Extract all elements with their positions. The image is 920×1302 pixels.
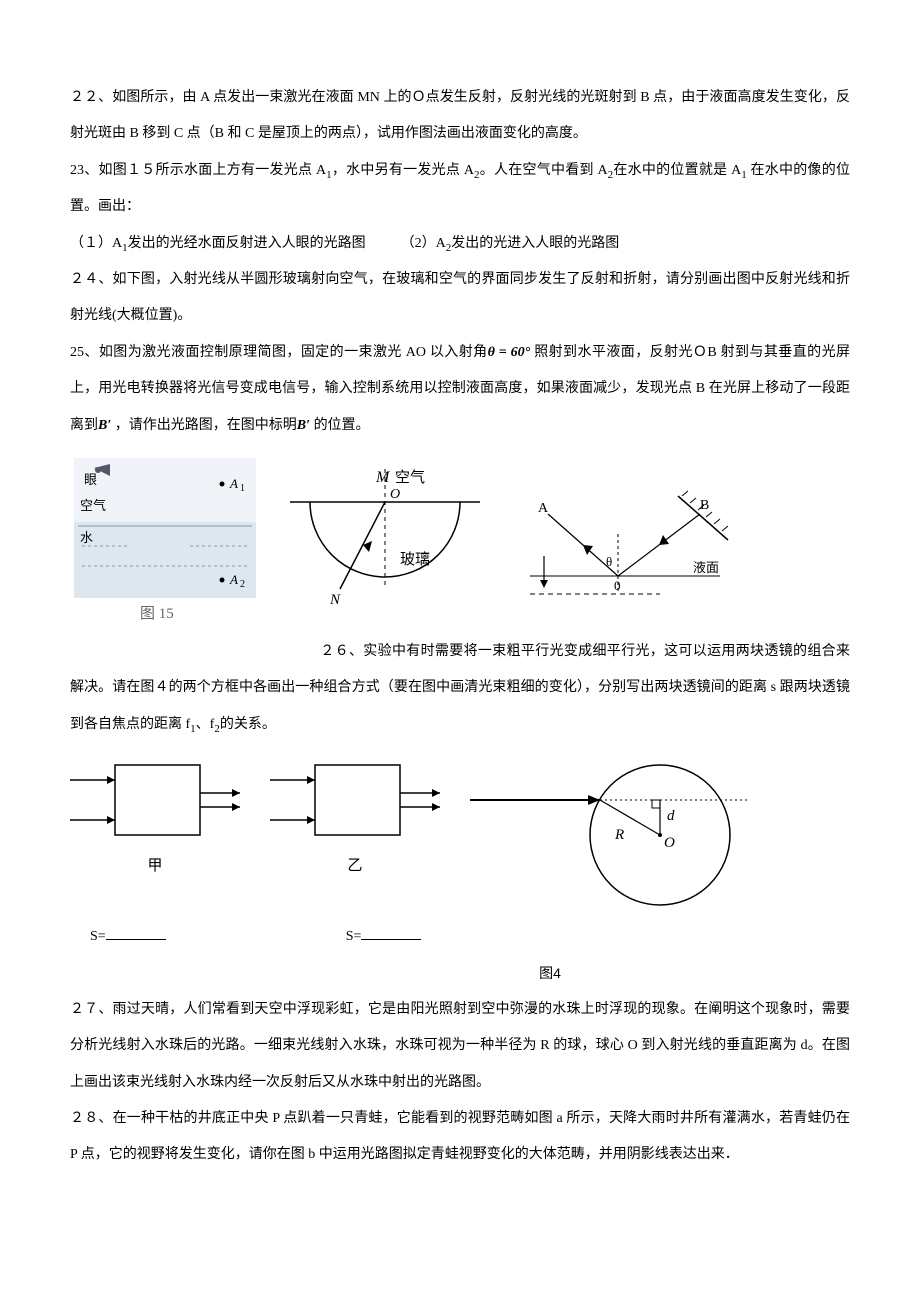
air-label: 空气 (80, 498, 106, 513)
q23-1: （１）A (70, 236, 122, 251)
o-label: O (664, 835, 675, 851)
m-label: M (375, 469, 391, 486)
q23-2: （2）A (401, 236, 446, 251)
q25a: 25、如图为激光液面控制原理简图，固定的一束激光 AO 以入射角 (70, 345, 488, 360)
q23-2b: 发出的光进入人眼的光路图 (451, 236, 619, 251)
lens-jia: 甲 (70, 755, 240, 886)
a2-label: A (229, 572, 238, 587)
liquid-label: 液面 (693, 560, 719, 575)
blank-yi (361, 939, 421, 940)
a-label: A (538, 501, 549, 516)
theta-label: θ (606, 554, 612, 569)
question-27: ２７、雨过天晴，人们常看到天空中浮现彩虹，它是由阳光照射到空中弥漫的水珠上时浮现… (70, 992, 850, 1101)
question-23: 23、如图１５所示水面上方有一发光点 A1，水中另有一发光点 A2。人在空气中看… (70, 153, 850, 226)
q26a: ２６、实验中有时需要将一束粗平行光变成细平行光，这可以运用两块透镜的组合来解决。… (70, 644, 850, 732)
fig15-caption: 图 15 (140, 605, 174, 622)
lens-yi: 乙 (270, 755, 440, 886)
q25c: ，请作出光路图，在图中标明 (111, 418, 297, 433)
figure-laser: 液面 A B (510, 484, 740, 624)
svg-text:2: 2 (240, 579, 245, 590)
figure-row-2: 甲 乙 d (70, 755, 850, 915)
question-26: ２６、实验中有时需要将一束粗平行光变成细平行光，这可以运用两块透镜的组合来解决。… (70, 634, 850, 743)
s-equals-row: S= S= (90, 919, 850, 955)
svg-text:1: 1 (240, 483, 245, 494)
yi-label: 乙 (347, 847, 362, 886)
o-label: O (390, 487, 400, 502)
r-label: R (614, 827, 624, 843)
figure-glass: M O N 空气 玻璃 (280, 464, 490, 624)
q26c: 的关系。 (220, 717, 276, 732)
question-28: ２８、在一种干枯的井底正中央 P 点趴着一只青蛙，它能看到的视野范畴如图 a 所… (70, 1101, 850, 1174)
d-label: d (667, 808, 675, 824)
n-label: N (329, 592, 341, 608)
eye-label: 眼 (84, 472, 97, 487)
o-label: 0 (614, 578, 621, 593)
s-jia: S= (90, 929, 106, 944)
a1-label: A (229, 476, 238, 491)
q23-text: 在水中的位置就是 A (613, 163, 741, 178)
blank-jia (106, 939, 166, 940)
b-prime-2: B′ (297, 418, 310, 433)
s-yi: S= (346, 929, 362, 944)
figure-15: 眼 空气 水 A 1 A 2 图 15 (70, 454, 260, 624)
water-label: 水 (80, 530, 93, 545)
jia-label: 甲 (147, 847, 162, 886)
figure-droplet: d R O (470, 755, 760, 915)
glass-label: 玻璃 (400, 551, 430, 568)
b-label: B (700, 498, 709, 513)
question-22: ２２、如图所示，由 A 点发出一束激光在液面 MN 上的Ｏ点发生反射，反射光线的… (70, 80, 850, 153)
q23-text: ，水中另有一发光点 A (332, 163, 474, 178)
fig4-caption: 图4 (250, 955, 850, 991)
question-24: ２４、如下图，入射光线从半圆形玻璃射向空气，在玻璃和空气的界面同步发生了反射和折… (70, 262, 850, 335)
q25d: 的位置。 (310, 418, 370, 433)
glass-air-label: 空气 (395, 469, 425, 486)
question-25: 25、如图为激光液面控制原理简图，固定的一束激光 AO 以入射角θ = 60° … (70, 335, 850, 444)
q23-1b: 发出的光经水面反射进入人眼的光路图 (128, 236, 366, 251)
question-23-parts: （１）A1发出的光经水面反射进入人眼的光路图 （2）A2发出的光进入人眼的光路图 (70, 226, 850, 262)
q23-text: 。人在空气中看到 A (480, 163, 608, 178)
q26b: 、f (196, 717, 215, 732)
theta-formula: θ = 60° (488, 345, 531, 360)
q23-text: 23、如图１５所示水面上方有一发光点 A (70, 163, 326, 178)
figure-row-1: 眼 空气 水 A 1 A 2 图 15 M O N 空气 玻璃 (70, 454, 850, 624)
b-prime-1: B′ (98, 418, 111, 433)
